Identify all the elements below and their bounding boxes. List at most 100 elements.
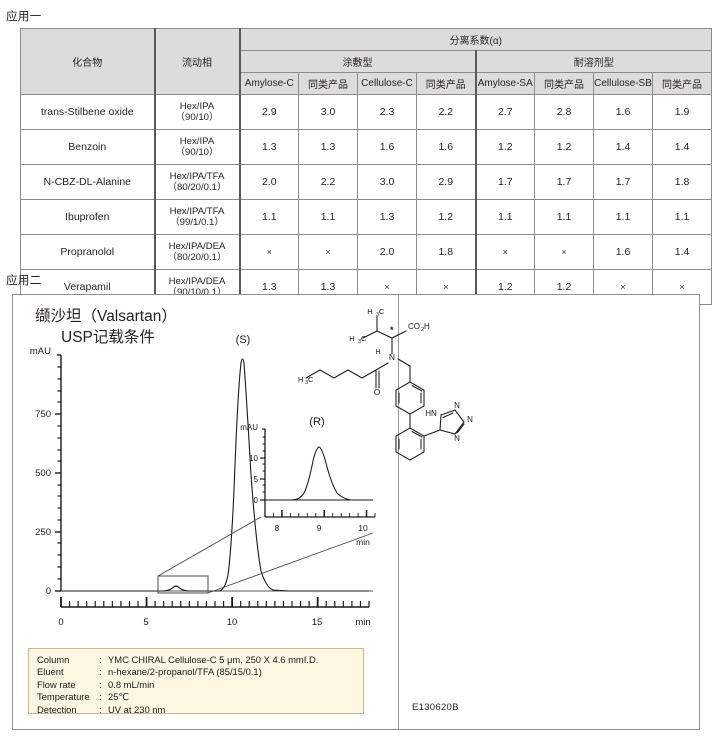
cell-alpha-value: 1.6 xyxy=(416,129,476,165)
x-tick-label-15: 15 xyxy=(312,617,323,628)
conditions-table: Column: YMC CHIRAL Cellulose-C 5 μm, 250 … xyxy=(37,654,318,716)
cell-alpha-value: 3.0 xyxy=(357,164,417,200)
inset-plot: mAU 0 5 10 (R) 8 9 10 min xyxy=(240,416,376,547)
conditions-box: Column: YMC CHIRAL Cellulose-C 5 μm, 250 … xyxy=(28,648,364,716)
cell-alpha-value: 2.3 xyxy=(357,94,417,130)
cell-alpha-value: 1.3 xyxy=(238,129,299,165)
header-compound: 化合物 xyxy=(20,28,155,95)
condition-value: 0.8 mL/min xyxy=(108,678,155,690)
cell-alpha-value: 1.6 xyxy=(357,129,417,165)
condition-row: Detection: UV at 230 nm xyxy=(37,704,318,716)
y-tick-label-750: 750 xyxy=(35,409,51,420)
cell-mobile-phase: Hex/IPA/TFA （99/1/0.1） xyxy=(153,199,240,235)
header-col-cellulose-sb: Cellulose-SB xyxy=(593,72,653,95)
inset-y-axis-unit-label: mAU xyxy=(240,423,258,432)
cell-alpha-value: 1.2 xyxy=(534,129,594,165)
chart-title-line1: 缬沙坦（Valsartan） xyxy=(35,308,177,325)
cell-alpha-value: 1.1 xyxy=(651,199,713,235)
header-col-cellulose-c: Cellulose-C xyxy=(357,72,417,95)
y-tick-label-500: 500 xyxy=(35,468,51,479)
cell-alpha-value: 1.2 xyxy=(416,199,476,235)
inset-x-tick-label-8: 8 xyxy=(275,523,280,533)
svg-text:C: C xyxy=(361,334,367,343)
svg-text:H: H xyxy=(375,349,380,356)
cell-alpha-value: 2.0 xyxy=(357,234,417,270)
condition-separator: : xyxy=(99,678,102,690)
condition-row: Column: YMC CHIRAL Cellulose-C 5 μm, 250 … xyxy=(37,654,318,666)
cell-alpha-value: 2.9 xyxy=(416,164,476,200)
inset-y-tick-label-10: 10 xyxy=(249,454,258,463)
svg-text:2: 2 xyxy=(421,327,424,333)
cell-alpha-value: 1.6 xyxy=(593,234,653,270)
cell-alpha-value: 1.1 xyxy=(298,199,358,235)
header-col-amylose-c-equiv: 同类产品 xyxy=(298,72,358,95)
mobile-phase-line2: （90/10/0.1） xyxy=(167,287,227,298)
table-row: N-CBZ-DL-Alanine Hex/IPA/TFA （80/20/0.1） 2.… xyxy=(20,164,713,200)
cell-alpha-value: 2.9 xyxy=(238,94,299,130)
cell-alpha-value: 2.7 xyxy=(474,94,535,130)
cell-alpha-value: 2.0 xyxy=(238,164,299,200)
condition-row: Eluent: n-hexane/2-propanol/TFA (85/15/0.… xyxy=(37,666,318,678)
mobile-phase-line1: Hex/IPA/DEA xyxy=(168,240,226,252)
mobile-phase-line1: Hex/IPA xyxy=(179,135,215,147)
cell-alpha-value: 2.2 xyxy=(298,164,358,200)
separation-factor-table-wrap: 化合物 流动相 分离系数(α) 涂敷型 耐溶剂型 Amylose-C 同类产品 … xyxy=(20,28,713,305)
condition-value: UV at 230 nm xyxy=(108,703,166,715)
cell-alpha-value: 1.1 xyxy=(474,199,535,235)
condition-value: n-hexane/2-propanol/TFA (85/15/0.1) xyxy=(108,666,262,678)
table-header-row-1: 化合物 流动相 分离系数(α) xyxy=(20,28,713,95)
svg-text:H: H xyxy=(367,307,372,316)
mobile-phase-line2: （90/10） xyxy=(175,112,219,123)
cell-alpha-value: 1.7 xyxy=(593,164,653,200)
svg-text:N: N xyxy=(454,434,460,443)
x-tick-label-0: 0 xyxy=(58,617,63,628)
cell-alpha-value: 3.0 xyxy=(298,94,358,130)
chromatogram-plot: mAU 0 250 500 750 (S) 0 5 10 15 min xyxy=(30,334,376,628)
mobile-phase-line1: Hex/IPA/DEA xyxy=(168,275,226,287)
condition-key: Eluent xyxy=(37,666,64,678)
svg-text:N: N xyxy=(454,401,460,410)
reference-code: E130620B xyxy=(412,702,459,713)
table-body: trans-Stilbene oxide Hex/IPA （90/10） 2.9 3.0… xyxy=(20,94,713,305)
cell-alpha-value: 1.4 xyxy=(651,129,713,165)
cell-alpha-value: 1.8 xyxy=(651,164,713,200)
inset-x-tick-label-10: 10 xyxy=(358,523,368,533)
cell-mobile-phase: Hex/IPA （90/10） xyxy=(153,94,240,130)
cell-alpha-value: 1.8 xyxy=(416,234,476,270)
peak-label-s: (S) xyxy=(236,334,251,346)
header-group-coated: 涂敷型 xyxy=(238,50,476,73)
condition-key: Column xyxy=(37,654,70,665)
cell-mobile-phase: Hex/IPA/TFA （80/20/0.1） xyxy=(153,164,240,200)
section-caption-two: 应用二 xyxy=(6,275,42,287)
svg-text:CO: CO xyxy=(408,322,420,331)
cell-mobile-phase: Hex/IPA （90/10） xyxy=(153,129,240,165)
condition-key: Detection xyxy=(37,703,77,715)
cell-alpha-value: 1.1 xyxy=(534,199,594,235)
cell-alpha-value: 1.1 xyxy=(238,199,299,235)
svg-text:C: C xyxy=(308,375,314,384)
cell-alpha-value: 1.4 xyxy=(593,129,653,165)
svg-text:C: C xyxy=(379,307,385,316)
inset-x-axis-unit-label: min xyxy=(356,537,370,547)
cell-alpha-value: 2.2 xyxy=(416,94,476,130)
cell-alpha-value: × xyxy=(534,234,594,270)
mobile-phase-line2: （80/20/0.1） xyxy=(167,182,227,193)
condition-value: YMC CHIRAL Cellulose-C 5 μm, 250 X 4.6 m… xyxy=(108,654,319,665)
cell-mobile-phase: Hex/IPA/DEA （80/20/0.1） xyxy=(153,234,240,270)
y-tick-label-250: 250 xyxy=(35,527,51,538)
section-caption-one: 应用一 xyxy=(6,11,42,23)
cell-compound: Propranolol xyxy=(20,234,155,270)
svg-text:HN: HN xyxy=(425,409,437,418)
inset-y-tick-label-5: 5 xyxy=(254,475,259,484)
inset-y-tick-label-0: 0 xyxy=(254,496,259,505)
condition-row: Temperature:25℃ xyxy=(37,691,318,703)
header-col-cellulose-sb-equiv: 同类产品 xyxy=(651,72,713,95)
cell-alpha-value: 1.4 xyxy=(651,234,713,270)
cell-alpha-value: 1.9 xyxy=(651,94,713,130)
y-tick-label-0: 0 xyxy=(46,586,51,597)
table-row: Propranolol Hex/IPA/DEA （80/20/0.1） × × 2.0 1.… xyxy=(20,234,713,270)
condition-row: Flow rate:0.8 mL/min xyxy=(37,679,318,691)
svg-text:3: 3 xyxy=(376,312,379,318)
magnification-box xyxy=(157,575,209,594)
